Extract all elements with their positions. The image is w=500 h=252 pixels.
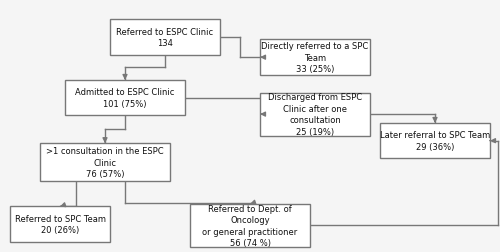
Text: Later referral to SPC Team
29 (36%): Later referral to SPC Team 29 (36%) bbox=[380, 131, 490, 151]
FancyBboxPatch shape bbox=[260, 40, 370, 76]
FancyBboxPatch shape bbox=[260, 93, 370, 136]
Text: Directly referred to a SPC
Team
33 (25%): Directly referred to a SPC Team 33 (25%) bbox=[262, 42, 368, 74]
Text: Discharged from ESPC
Clinic after one
consultation
25 (19%): Discharged from ESPC Clinic after one co… bbox=[268, 93, 362, 136]
FancyBboxPatch shape bbox=[110, 20, 220, 55]
Text: Referred to ESPC Clinic
134: Referred to ESPC Clinic 134 bbox=[116, 28, 214, 48]
FancyBboxPatch shape bbox=[10, 207, 110, 242]
FancyBboxPatch shape bbox=[40, 144, 170, 181]
Text: Referred to SPC Team
20 (26%): Referred to SPC Team 20 (26%) bbox=[14, 214, 106, 234]
FancyBboxPatch shape bbox=[65, 81, 185, 116]
FancyBboxPatch shape bbox=[380, 123, 490, 159]
Text: >1 consultation in the ESPC
Clinic
76 (57%): >1 consultation in the ESPC Clinic 76 (5… bbox=[46, 147, 164, 178]
Text: Admitted to ESPC Clinic
101 (75%): Admitted to ESPC Clinic 101 (75%) bbox=[76, 88, 174, 108]
Text: Referred to Dept. of
Oncology
or general practitioner
56 (74 %): Referred to Dept. of Oncology or general… bbox=[202, 204, 298, 247]
FancyBboxPatch shape bbox=[190, 204, 310, 247]
